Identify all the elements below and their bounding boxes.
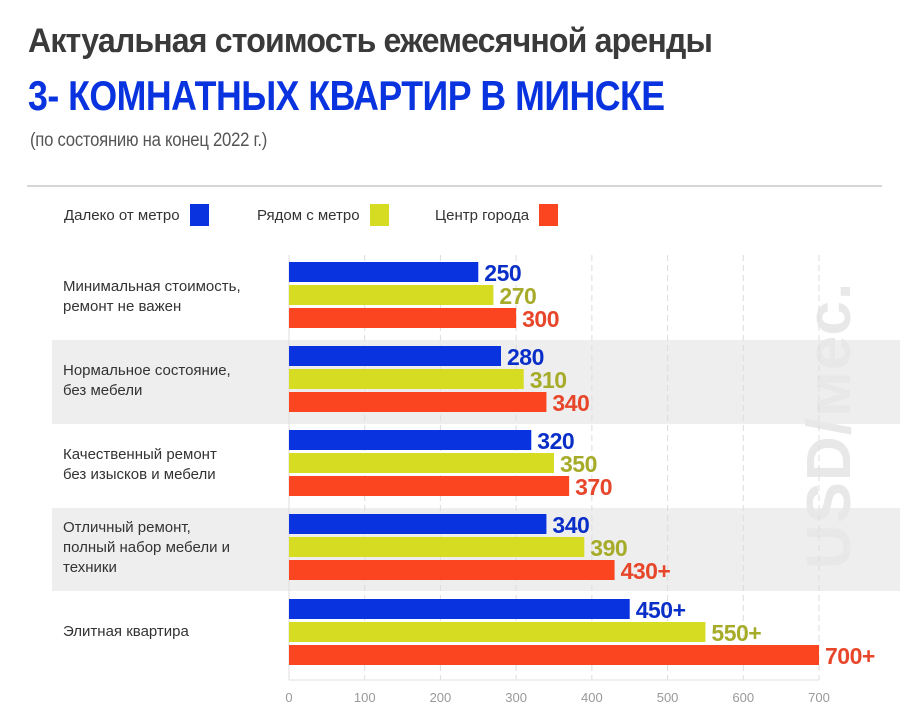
data-label: 370 <box>575 474 612 500</box>
category-label-line: Отличный ремонт, <box>63 519 191 536</box>
x-tick-label: 0 <box>285 690 292 705</box>
data-label: 450+ <box>636 597 686 623</box>
bar-city-center <box>289 392 547 412</box>
chart-title-line1: Актуальная стоимость ежемесячной аренды <box>28 22 713 60</box>
data-label: 390 <box>590 535 627 561</box>
data-label: 310 <box>530 367 567 393</box>
x-tick-label: 100 <box>354 690 376 705</box>
legend-label: Далеко от метро <box>64 206 180 224</box>
bar-city-center <box>289 560 615 580</box>
category-label-line: техники <box>63 559 117 576</box>
category-label: Минимальная стоимость, ремонт не важен <box>63 277 283 317</box>
legend-item-far-from-metro: Далеко от метро <box>64 204 209 226</box>
category-label-line: без изысков и мебели <box>63 466 216 483</box>
legend-item-near-metro: Рядом с метро <box>257 204 389 226</box>
category-label: Элитная квартира <box>63 622 283 642</box>
legend-item-city-center: Центр города <box>435 204 559 226</box>
category-label-line: Минимальная стоимость, <box>63 278 241 295</box>
x-tick-label: 600 <box>732 690 754 705</box>
bar-far-from-metro <box>289 346 501 366</box>
data-label: 340 <box>552 390 589 416</box>
x-tick-label: 500 <box>657 690 679 705</box>
legend-swatch-yellow <box>369 204 389 226</box>
data-label: 430+ <box>621 558 671 584</box>
data-label: 270 <box>499 283 536 309</box>
bar-far-from-metro <box>289 599 630 619</box>
x-tick-label: 200 <box>430 690 452 705</box>
category-label: Отличный ремонт, полный набор мебели и тех… <box>63 518 283 578</box>
x-tick-label: 700 <box>808 690 830 705</box>
bar-near-metro <box>289 285 494 305</box>
bar-city-center <box>289 645 819 665</box>
bar-city-center <box>289 476 570 496</box>
chart-subtitle: (по состоянию на конец 2022 г.) <box>30 130 268 151</box>
category-label-line: без мебели <box>63 382 143 399</box>
bar-far-from-metro <box>289 514 547 534</box>
data-label: 250 <box>484 260 521 286</box>
category-label-line: Качественный ремонт <box>63 446 217 463</box>
category-label: Качественный ремонт без изысков и мебели <box>63 445 283 485</box>
legend-swatch-red <box>539 204 559 226</box>
category-label: Нормальное состояние, без мебели <box>63 361 283 401</box>
legend-label: Рядом с метро <box>257 206 360 224</box>
category-label-line: Элитная квартира <box>63 623 189 640</box>
bar-city-center <box>289 308 517 328</box>
data-label: 340 <box>552 512 589 538</box>
category-label-line: ремонт не важен <box>63 298 182 315</box>
category-label-line: Нормальное состояние, <box>63 362 231 379</box>
header-divider <box>27 185 882 187</box>
bar-far-from-metro <box>289 430 532 450</box>
data-label: 550+ <box>711 620 761 646</box>
data-label: 300 <box>522 306 559 332</box>
category-label-line: полный набор мебели и <box>63 539 230 556</box>
data-label: 280 <box>507 344 544 370</box>
bar-near-metro <box>289 453 554 473</box>
legend-label: Центр города <box>435 206 530 224</box>
data-label: 320 <box>537 428 574 454</box>
bar-near-metro <box>289 622 706 642</box>
bar-near-metro <box>289 537 585 557</box>
x-tick-label: 400 <box>581 690 603 705</box>
chart-title-line2: 3- КОМНАТНЫХ КВАРТИР В МИНСКЕ <box>28 72 665 119</box>
data-label: 700+ <box>825 643 875 669</box>
bar-near-metro <box>289 369 524 389</box>
legend-swatch-blue <box>189 204 209 226</box>
x-tick-label: 300 <box>505 690 527 705</box>
data-label: 350 <box>560 451 597 477</box>
bar-far-from-metro <box>289 262 479 282</box>
